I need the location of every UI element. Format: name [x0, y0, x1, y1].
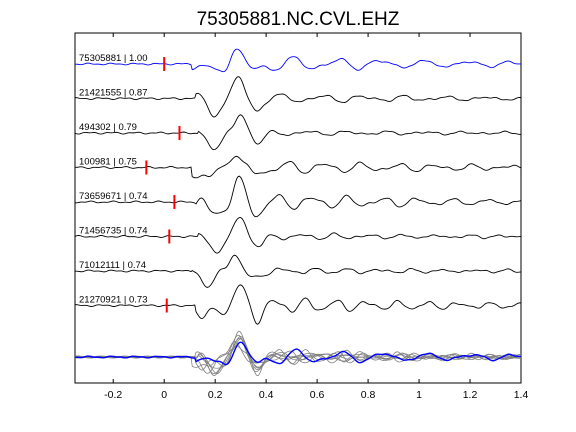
trace-line-7	[74, 254, 522, 288]
x-tick-label: 0.2	[208, 389, 223, 401]
trace-line-3	[74, 114, 522, 151]
trace-group: 75305881 | 1.00 21421555 | 0.87 494302 | 0…	[74, 48, 522, 325]
x-tick-label: 0	[161, 389, 167, 401]
chart-title: 75305881.NC.CVL.EHZ	[197, 9, 400, 30]
x-tick-label: 0.6	[310, 389, 325, 401]
stack-reference-trace	[74, 341, 522, 366]
trace-line-8	[74, 284, 522, 325]
trace-label-3: 494302 | 0.79	[79, 122, 137, 133]
trace-label-4: 100981 | 0.75	[79, 157, 137, 168]
x-tick-label: 0.4	[259, 389, 274, 401]
x-tick-label: 1.2	[463, 389, 478, 401]
x-tick-label: 0.8	[361, 389, 376, 401]
trace-label-6: 71456735 | 0.74	[79, 226, 148, 237]
x-tick-label: -0.2	[104, 389, 122, 401]
x-tick-label: 1.4	[514, 389, 529, 401]
stack-trace-5	[74, 330, 522, 373]
stacked-overlay	[74, 330, 522, 377]
trace-line-5	[74, 175, 522, 218]
trace-label-8: 21270921 | 0.73	[79, 295, 148, 306]
trace-label-1: 75305881 | 1.00	[79, 53, 148, 64]
stack-trace-8	[74, 335, 522, 377]
trace-label-2: 21421555 | 0.87	[79, 88, 148, 99]
trace-line-1	[74, 48, 522, 73]
trace-line-2	[74, 76, 522, 118]
trace-label-5: 73659671 | 0.74	[79, 191, 148, 202]
trace-label-7: 71012111 | 0.74	[79, 260, 146, 271]
trace-line-6	[74, 217, 522, 254]
x-axis: -0.2 0 0.2 0.4 0.6 0.8 1 1.2 1.4	[104, 33, 528, 401]
plot-frame	[74, 32, 522, 384]
x-tick-label: 1	[416, 389, 422, 401]
trace-line-4	[74, 155, 522, 179]
